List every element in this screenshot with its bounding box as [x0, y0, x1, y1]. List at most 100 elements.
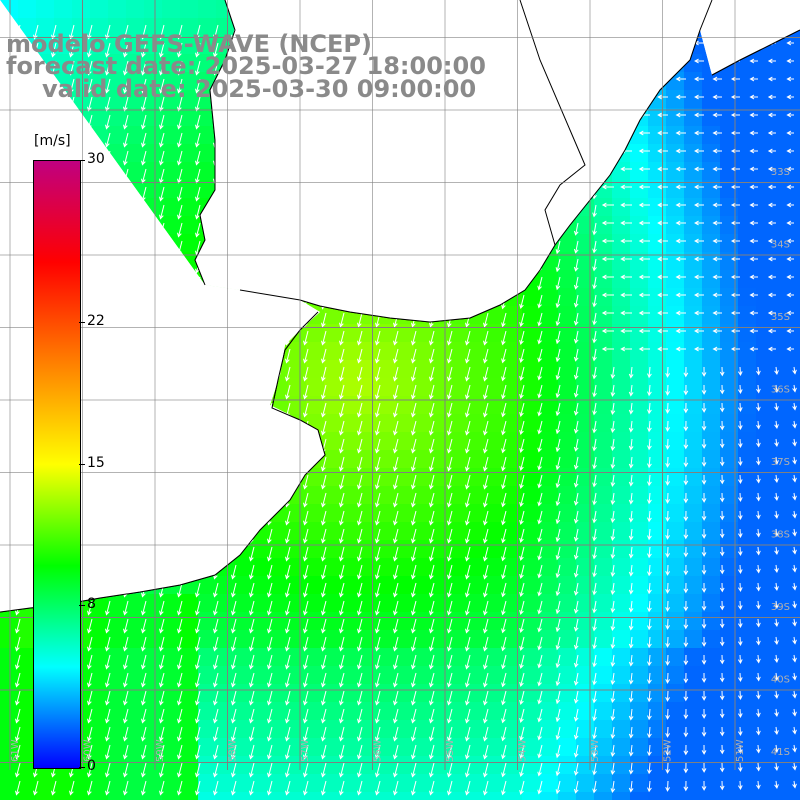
- wind-arrow: [620, 184, 632, 190]
- wind-cell: [414, 504, 432, 522]
- wind-cell: [594, 360, 612, 378]
- wind-arrow: [792, 672, 797, 681]
- wind-cell: [180, 198, 198, 216]
- wind-cell: [684, 414, 702, 432]
- wind-cell: [234, 684, 252, 702]
- wind-cell: [360, 540, 378, 558]
- wind-cell: [738, 756, 756, 774]
- wind-cell: [756, 378, 774, 396]
- wind-cell: [702, 414, 720, 432]
- wind-cell: [324, 468, 342, 486]
- wind-cell: [522, 504, 540, 522]
- wind-arrow: [665, 438, 671, 450]
- wind-cell: [738, 612, 756, 630]
- wind-cell: [756, 486, 774, 504]
- wind-arrow: [411, 330, 417, 346]
- wind-arrow: [267, 546, 273, 562]
- wind-cell: [738, 90, 756, 108]
- wind-arrow: [231, 672, 237, 688]
- wind-arrow: [683, 762, 689, 774]
- wind-arrow: [357, 312, 363, 328]
- wind-arrow: [592, 204, 597, 218]
- wind-cell: [306, 540, 324, 558]
- wind-arrow: [465, 366, 471, 382]
- wind-cell: [576, 504, 594, 522]
- wind-arrow: [694, 256, 704, 262]
- wind-arrow: [647, 690, 652, 703]
- wind-cell: [198, 108, 216, 126]
- wind-cell: [684, 324, 702, 342]
- wind-arrow: [694, 166, 704, 172]
- wind-arrow: [375, 384, 381, 400]
- wind-cell: [666, 90, 684, 108]
- wind-arrow: [321, 456, 327, 472]
- wind-arrow: [123, 690, 129, 706]
- wind-arrow: [573, 618, 579, 632]
- wind-arrow: [213, 60, 219, 76]
- wind-cell: [792, 702, 800, 720]
- wind-cell: [18, 756, 36, 774]
- wind-arrow: [321, 348, 327, 364]
- wind-arrow: [647, 654, 652, 667]
- wind-cell: [486, 666, 504, 684]
- wind-arrow: [105, 708, 111, 724]
- wind-cell: [774, 612, 792, 630]
- wind-arrow: [786, 292, 794, 298]
- wind-arrow: [756, 618, 761, 628]
- wind-cell: [144, 18, 162, 36]
- wind-arrow: [620, 256, 632, 262]
- wind-cell: [144, 54, 162, 72]
- wind-arrow: [638, 166, 650, 172]
- wind-cell: [378, 576, 396, 594]
- wind-arrow: [501, 744, 507, 760]
- wind-cell: [612, 648, 630, 666]
- wind-cell: [342, 666, 360, 684]
- wind-cell: [468, 432, 486, 450]
- wind-arrow: [573, 456, 579, 470]
- wind-arrow: [756, 546, 761, 556]
- wind-cell: [666, 738, 684, 756]
- wind-arrow: [683, 636, 689, 648]
- wind-arrow: [303, 780, 309, 796]
- wind-cell: [144, 702, 162, 720]
- wind-arrow: [592, 564, 597, 578]
- wind-arrow: [756, 672, 761, 682]
- wind-arrow: [555, 240, 561, 255]
- wind-arrow: [501, 780, 507, 796]
- wind-arrow: [719, 564, 725, 575]
- wind-arrow: [447, 348, 453, 364]
- wind-cell: [594, 522, 612, 540]
- wind-cell: [702, 630, 720, 648]
- wind-cell: [648, 684, 666, 702]
- wind-cell: [54, 774, 72, 792]
- wind-cell: [306, 792, 324, 800]
- wind-cell: [450, 504, 468, 522]
- wind-arrow: [555, 366, 561, 381]
- wind-cell: [594, 720, 612, 738]
- wind-cell: [486, 648, 504, 666]
- wind-arrow: [159, 60, 165, 76]
- wind-cell: [72, 72, 90, 90]
- wind-arrow: [592, 348, 597, 362]
- wind-cell: [126, 0, 144, 18]
- wind-arrow: [501, 456, 507, 472]
- wind-cell: [540, 612, 558, 630]
- wind-cell: [126, 612, 144, 630]
- wind-cell: [378, 450, 396, 468]
- wind-arrow: [756, 366, 761, 376]
- wind-arrow: [501, 708, 507, 724]
- wind-cell: [468, 504, 486, 522]
- wind-arrow: [647, 546, 652, 559]
- wind-arrow: [786, 202, 794, 208]
- wind-arrow: [749, 292, 758, 298]
- wind-arrow: [51, 24, 57, 40]
- wind-cell: [630, 378, 648, 396]
- wind-arrow: [792, 546, 797, 555]
- wind-arrow: [628, 384, 634, 397]
- wind-cell: [648, 774, 666, 792]
- wind-arrow: [749, 202, 758, 208]
- wind-arrow: [537, 780, 543, 795]
- wind-arrow: [375, 528, 381, 544]
- wind-arrow: [555, 600, 561, 615]
- wind-arrow: [701, 708, 707, 719]
